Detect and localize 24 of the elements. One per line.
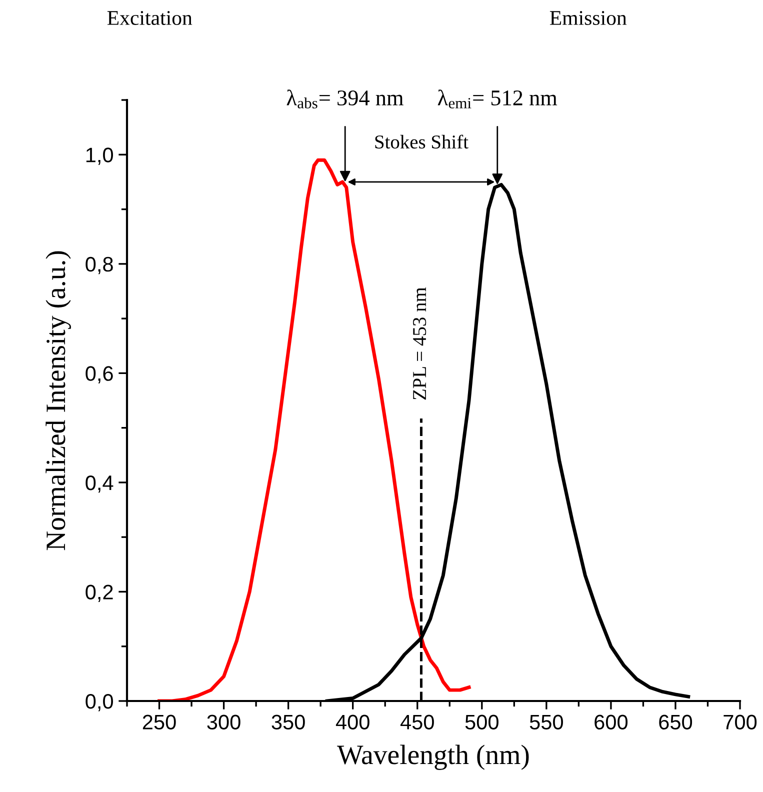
x-tick-label: 350 (272, 714, 305, 730)
x-tick-label: 550 (530, 714, 563, 730)
x-tick-label: 500 (465, 714, 498, 730)
y-tick-label: 0,8 (86, 256, 113, 274)
text: Excitation (107, 11, 192, 26)
x-axis-title: Wavelength (nm) (337, 744, 529, 770)
y-tick-label: 0,6 (86, 366, 113, 384)
x-tick-label: 400 (336, 714, 370, 730)
x-tick-label: 650 (659, 714, 692, 730)
x-tick-label: 700 (724, 714, 757, 730)
text: Emission (550, 11, 627, 26)
x-tick-label: 300 (207, 714, 240, 730)
annotation: λ$_{abs}$= 394 nm (286, 90, 404, 108)
y-tick-label: 0,2 (86, 584, 113, 602)
x-tick-label: 600 (594, 714, 628, 730)
y-tick-label: 1,0 (86, 148, 113, 165)
x-tick-label: 450 (400, 714, 434, 730)
y-tick-label: 0,4 (86, 475, 114, 493)
y-axis-title: Normalized Intensity (a.u.) (46, 251, 71, 550)
annotation: λ$_{emi}$= 512 nm (438, 90, 558, 108)
y-tick-label: 0,0 (86, 694, 113, 712)
annotation: Stokes Shift (375, 134, 468, 149)
ref-line-label: ZPL = 453 nm (413, 287, 426, 400)
x-tick-label: 250 (142, 714, 176, 730)
